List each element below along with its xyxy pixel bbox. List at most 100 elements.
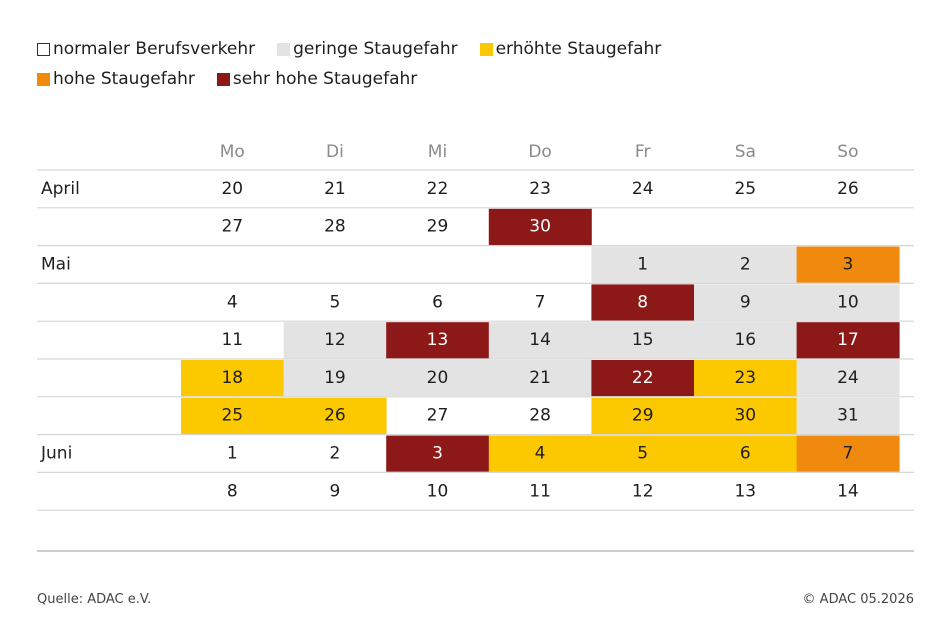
day-cell-low bbox=[694, 246, 797, 283]
day-number: 22 bbox=[632, 368, 654, 388]
day-number: 9 bbox=[329, 481, 340, 501]
day-number: 5 bbox=[329, 292, 340, 312]
day-number: 12 bbox=[632, 481, 654, 501]
day-number: 3 bbox=[432, 444, 443, 464]
day-number: 29 bbox=[427, 217, 449, 237]
day-cell-very-high bbox=[591, 360, 695, 397]
legend-label-high: hohe Staugefahr bbox=[53, 69, 195, 89]
day-number: 2 bbox=[740, 255, 751, 275]
day-number: 7 bbox=[535, 292, 546, 312]
day-number: 19 bbox=[324, 368, 346, 388]
day-number: 12 bbox=[324, 330, 346, 350]
legend-item-high: hohe Staugefahr bbox=[37, 69, 195, 89]
legend-item-elevated: erhöhte Staugefahr bbox=[479, 39, 662, 59]
month-label: Mai bbox=[41, 255, 71, 275]
day-number: 13 bbox=[427, 330, 449, 350]
legend-label-elevated: erhöhte Staugefahr bbox=[495, 39, 662, 59]
day-number: 20 bbox=[427, 368, 449, 388]
legend-swatch-high bbox=[37, 72, 50, 86]
day-cell-low bbox=[386, 360, 490, 397]
day-cell-very-high bbox=[796, 322, 900, 359]
day-number: 8 bbox=[227, 481, 238, 501]
day-number: 24 bbox=[632, 179, 654, 199]
day-cell-low bbox=[283, 360, 387, 397]
legend-swatch-normal bbox=[37, 42, 50, 56]
column-header: Mo bbox=[220, 142, 245, 162]
day-number: 13 bbox=[734, 481, 756, 501]
day-cell-high bbox=[796, 435, 900, 472]
copyright-note: © ADAC 05.2026 bbox=[802, 592, 914, 607]
legend-swatch-very-high bbox=[216, 72, 230, 86]
day-number: 25 bbox=[734, 179, 756, 199]
day-number: 14 bbox=[529, 330, 551, 350]
day-cell-elevated bbox=[694, 360, 797, 397]
day-cell-very-high bbox=[386, 435, 490, 472]
day-number: 4 bbox=[535, 444, 546, 464]
column-header: Fr bbox=[635, 142, 651, 162]
day-number: 24 bbox=[837, 368, 859, 388]
day-number: 22 bbox=[427, 179, 449, 199]
day-cell-elevated bbox=[181, 360, 284, 397]
day-cell-elevated bbox=[694, 435, 797, 472]
day-cell-elevated bbox=[181, 397, 284, 434]
legend-item-very-high: sehr hohe Staugefahr bbox=[216, 69, 418, 89]
day-cell-elevated bbox=[283, 397, 387, 434]
day-number: 27 bbox=[221, 217, 243, 237]
day-number: 6 bbox=[740, 444, 751, 464]
day-number: 3 bbox=[842, 255, 853, 275]
day-number: 4 bbox=[227, 292, 238, 312]
day-cell-low bbox=[796, 397, 900, 434]
legend-item-low: geringe Staugefahr bbox=[277, 39, 458, 59]
day-number: 26 bbox=[324, 406, 346, 426]
day-number: 29 bbox=[632, 406, 654, 426]
day-number: 18 bbox=[221, 368, 243, 388]
column-header: So bbox=[837, 142, 858, 162]
legend-label-very-high: sehr hohe Staugefahr bbox=[232, 69, 418, 89]
day-number: 10 bbox=[837, 292, 859, 312]
day-number: 11 bbox=[529, 481, 551, 501]
day-number: 30 bbox=[734, 406, 756, 426]
day-number: 1 bbox=[227, 444, 238, 464]
day-cell-elevated bbox=[694, 397, 797, 434]
day-number: 26 bbox=[837, 179, 859, 199]
legend-row: hohe Staugefahr sehr hohe Staugefahr bbox=[37, 64, 737, 94]
day-cell-low bbox=[796, 360, 900, 397]
column-header: Do bbox=[528, 142, 552, 162]
day-cell-very-high bbox=[488, 208, 592, 245]
day-number: 14 bbox=[837, 481, 859, 501]
month-label: Juni bbox=[40, 444, 72, 464]
column-header: Di bbox=[326, 142, 344, 162]
day-number: 16 bbox=[734, 330, 756, 350]
day-cell-low bbox=[283, 322, 387, 359]
day-cell-low bbox=[796, 284, 900, 321]
legend-label-normal: normaler Berufsverkehr bbox=[53, 39, 256, 59]
legend: normaler Berufsverkehr geringe Staugefah… bbox=[37, 34, 737, 94]
day-number: 27 bbox=[427, 406, 449, 426]
day-cell-elevated bbox=[591, 397, 695, 434]
legend-row: normaler Berufsverkehr geringe Staugefah… bbox=[37, 34, 737, 64]
day-number: 21 bbox=[529, 368, 551, 388]
day-number: 6 bbox=[432, 292, 443, 312]
column-header: Mi bbox=[428, 142, 447, 162]
day-number: 28 bbox=[529, 406, 551, 426]
day-cell-elevated bbox=[591, 435, 695, 472]
day-number: 10 bbox=[427, 481, 449, 501]
day-number: 25 bbox=[221, 406, 243, 426]
source-note: Quelle: ADAC e.V. bbox=[37, 592, 152, 607]
legend-label-low: geringe Staugefahr bbox=[293, 39, 458, 59]
day-cell-low bbox=[694, 322, 797, 359]
day-number: 30 bbox=[529, 217, 551, 237]
legend-swatch-low bbox=[277, 42, 291, 56]
month-label: April bbox=[41, 179, 80, 199]
day-number: 8 bbox=[637, 292, 648, 312]
day-cell-low bbox=[591, 246, 695, 283]
day-number: 9 bbox=[740, 292, 751, 312]
day-number: 1 bbox=[637, 255, 648, 275]
day-cell-low bbox=[488, 360, 592, 397]
day-number: 17 bbox=[837, 330, 859, 350]
day-cell-elevated bbox=[488, 435, 592, 472]
day-cell-very-high bbox=[591, 284, 695, 321]
day-number: 20 bbox=[221, 179, 243, 199]
day-cell-high bbox=[796, 246, 900, 283]
